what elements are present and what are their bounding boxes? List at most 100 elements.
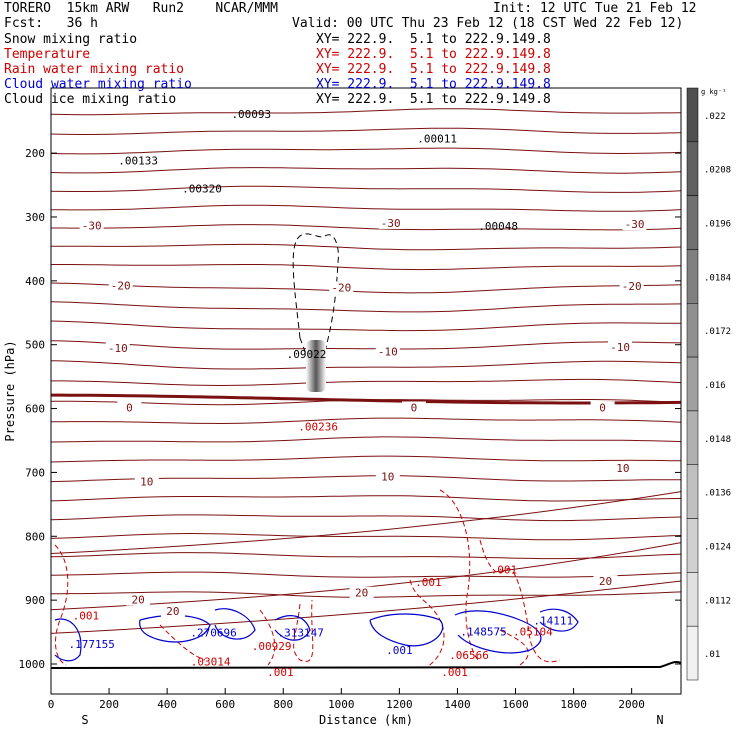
cloud-water-contour [214,608,256,640]
isotherm-line [50,185,682,193]
rain-contour [54,544,69,666]
colorbar-tick-label: .01 [704,650,720,660]
isotherm-label: -10 [610,341,630,354]
max-value-annotation: .00093 [231,108,271,121]
colorbar-tick-label: .0124 [704,542,731,552]
isotherm-line [51,264,682,271]
isotherm-line [50,455,682,463]
max-value-annotation: .00011 [417,132,457,145]
isotherm-line [51,417,682,425]
legend-cloud-ice-xy: XY= 222.9. 5.1 to 222.9.149.8 [316,92,551,107]
isotherm-label: 20 [131,594,144,607]
legend-cloud-water-xy: XY= 222.9. 5.1 to 222.9.149.8 [316,77,551,92]
legend-snow-label: Snow mixing ratio [4,32,138,47]
max-value-annotation: .001 [73,609,100,622]
isotherm-lowlevel-line [50,580,682,634]
isotherm-line [50,282,682,294]
isotherm-line [50,127,682,135]
plot-frame [50,87,682,695]
x-tick-label: 2000 [618,698,645,711]
max-value-annotation: .03014 [191,655,231,668]
snow-shading-column [306,340,326,392]
isotherm-label: -30 [625,218,645,231]
colorbar-unit-label: g kg⁻¹ [701,88,726,96]
isotherm-line [51,224,682,231]
isotherm-label-bg [160,605,185,618]
max-value-annotation: .148575 [460,625,506,638]
colorbar-tick-label: .0112 [704,596,731,606]
isotherm-label-bg [401,401,426,414]
x-tick-label: 600 [215,698,235,711]
legend-cloud-ice-label: Cloud ice mixing ratio [4,92,177,107]
y-tick-label: 1000 [19,658,46,671]
isotherm-label-bg [79,219,104,232]
colorbar-segment [686,518,699,573]
forecast-hour: Fcst: 36 h [4,16,98,31]
colorbar-segment [686,464,699,519]
isotherm-label-bg [108,279,133,292]
isotherm-label-bg [126,593,151,606]
colorbar-tick-label: .0136 [704,489,731,499]
isotherm-line [50,301,682,313]
x-tick-label: 400 [157,698,177,711]
max-value-annotation: .001 [386,644,413,657]
isotherm-label: -10 [108,342,128,355]
max-value-annotation: .001 [267,666,294,679]
legend-rain-xy: XY= 222.9. 5.1 to 222.9.149.8 [316,62,551,77]
isotherm-label-bg [134,475,159,488]
legend-cloud-water-label: Cloud water mixing ratio [4,77,192,92]
colorbar-segment [686,572,699,627]
isotherm-line [50,320,681,332]
legend-rain-label: Rain water mixing ratio [4,62,185,77]
isotherm-label: 10 [616,462,629,475]
legend-temperature-label: Temperature [4,47,91,62]
max-value-annotation: .00133 [118,155,158,168]
colorbar-tick-label: .0148 [704,435,731,445]
isotherm-label-bg [117,401,142,414]
x-tick-label: 1600 [502,698,529,711]
isotherm-line [50,147,682,155]
max-value-annotation: .177155 [68,638,114,651]
colorbar-segment [686,303,699,358]
isotherm-line [50,514,682,522]
isotherm-line [50,204,682,212]
max-value-annotation: .001 [491,563,518,576]
cloud-water-contour [454,610,542,654]
isotherm-label: 10 [381,470,394,483]
isotherm-label: -30 [82,219,102,232]
isotherm-line [50,436,682,443]
max-value-annotation: .14111 [533,614,573,627]
isotherm-label-bg [329,281,354,294]
isotherm-label-bg [622,218,647,231]
isotherm-line [50,360,682,370]
model-title: TORERO 15km ARW Run2 NCAR/MMM [4,1,278,16]
isotherm-line [51,243,682,251]
colorbar-tick-label: .0196 [704,220,731,230]
isotherm-label-bg [619,280,644,293]
y-tick-label: 300 [25,211,45,224]
terrain-line [50,660,682,669]
colorbar-segment [686,356,699,412]
isotherm-label-bg [593,575,618,588]
rain-contour [293,599,314,662]
x-tick-label: 1200 [386,698,413,711]
isotherm-label: -10 [378,345,398,358]
y-tick-label: 200 [25,147,45,160]
colorbar-tick-label: .0208 [704,166,731,176]
y-axis-title: Pressure (hPa) [3,340,17,441]
colorbar-tick-label: .0184 [704,273,731,283]
max-value-annotation: .00929 [252,640,292,653]
isotherm-lowlevel-line [50,491,682,555]
valid-time: Valid: 00 UTC Thu 23 Feb 12 (18 CST Wed … [292,16,684,31]
legend-temperature-xy: XY= 222.9. 5.1 to 222.9.149.8 [316,47,551,62]
freezing-level-line [51,393,682,405]
isotherm-line [50,532,682,541]
isotherm-label: 0 [599,401,606,414]
isotherm-line [50,108,682,116]
isotherm-label-bg [608,340,633,353]
isotherm-line [50,495,682,502]
isotherm-label-bg [375,345,400,358]
max-value-annotation: .00320 [182,183,222,196]
y-tick-label: 700 [25,466,45,479]
